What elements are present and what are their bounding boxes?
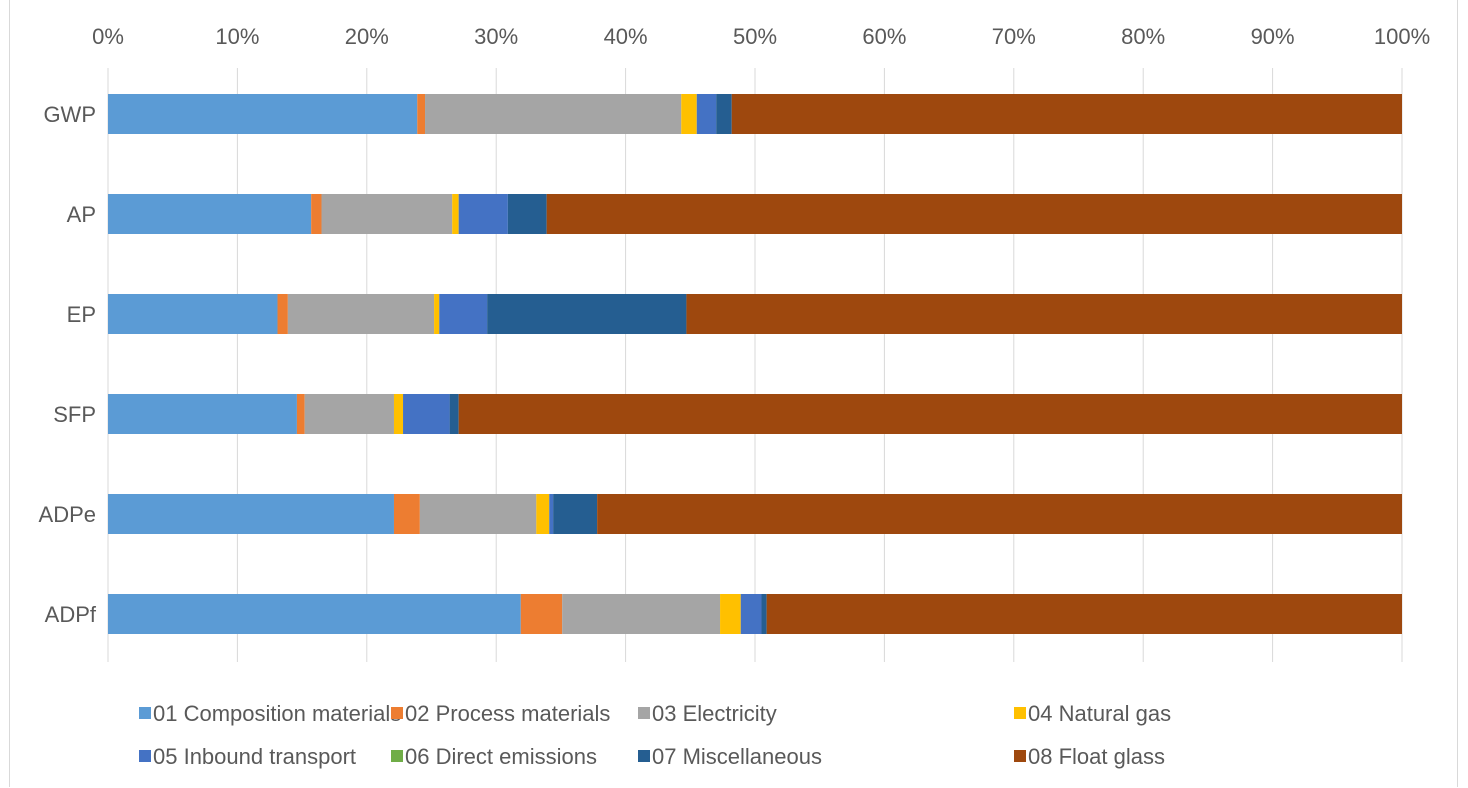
bar-sfp-series-4 xyxy=(393,394,404,434)
bar-ep-series-7 xyxy=(487,294,687,334)
gridlines xyxy=(107,68,1403,662)
x-tick-label: 70% xyxy=(992,24,1036,49)
bar-adpe-series-1 xyxy=(108,494,394,534)
bar-gwp-series-8 xyxy=(731,94,1402,134)
bar-sfp-series-1 xyxy=(108,394,297,434)
legend-swatch xyxy=(391,707,403,719)
bar-ep-series-5 xyxy=(439,294,488,334)
y-category-label: EP xyxy=(67,302,96,327)
bar-gwp-series-7 xyxy=(716,94,732,134)
legend-swatch xyxy=(139,707,151,719)
bar-ep-series-2 xyxy=(277,294,288,334)
legend-swatch xyxy=(638,707,650,719)
x-axis-ticks: 0% 10% 20% 30% 40% 50% 60% 70% 80% 90% 100% xyxy=(92,24,1430,49)
bar-ap-series-5 xyxy=(458,194,508,234)
bar-sfp-series-2 xyxy=(296,394,305,434)
bar-adpe-series-8 xyxy=(597,494,1402,534)
bar-adpf-series-4 xyxy=(720,594,741,634)
x-tick-label: 100% xyxy=(1374,24,1430,49)
legend-label: 05 Inbound transport xyxy=(153,744,356,769)
x-tick-label: 40% xyxy=(604,24,648,49)
bar-ap-series-8 xyxy=(546,194,1402,234)
bar-gwp-series-5 xyxy=(696,94,717,134)
legend-label: 08 Float glass xyxy=(1028,744,1165,769)
bar-sfp-series-5 xyxy=(403,394,450,434)
bar-adpf-series-7 xyxy=(761,594,767,634)
y-category-label: SFP xyxy=(53,402,96,427)
bar-gwp-series-2 xyxy=(417,94,426,134)
x-tick-label: 90% xyxy=(1251,24,1295,49)
x-tick-label: 0% xyxy=(92,24,124,49)
bar-ep-series-1 xyxy=(108,294,278,334)
bar-ap-series-3 xyxy=(321,194,453,234)
legend-swatch xyxy=(1014,707,1026,719)
bar-adpf-series-2 xyxy=(520,594,563,634)
x-tick-label: 80% xyxy=(1121,24,1165,49)
bar-ep-series-8 xyxy=(686,294,1402,334)
legend-label: 04 Natural gas xyxy=(1028,701,1171,726)
bar-sfp-series-3 xyxy=(304,394,394,434)
bar-adpe-series-5 xyxy=(549,494,554,534)
legend: 01 Composition materials 02 Process mater… xyxy=(139,701,1171,769)
bar-sfp-series-8 xyxy=(458,394,1402,434)
bars xyxy=(108,94,1402,634)
y-category-label: AP xyxy=(67,202,96,227)
x-tick-label: 20% xyxy=(345,24,389,49)
y-category-label: GWP xyxy=(43,102,96,127)
bar-gwp-series-1 xyxy=(108,94,418,134)
stacked-bar-chart: 0% 10% 20% 30% 40% 50% 60% 70% 80% 90% 100% GWP AP E… xyxy=(39,24,1431,769)
legend-swatch xyxy=(638,750,650,762)
chart-frame: 0% 10% 20% 30% 40% 50% 60% 70% 80% 90% 100% GWP AP E… xyxy=(9,0,1458,787)
bar-adpf-series-1 xyxy=(108,594,521,634)
bar-gwp-series-3 xyxy=(425,94,682,134)
bar-ap-series-1 xyxy=(108,194,312,234)
bar-adpf-series-5 xyxy=(740,594,762,634)
y-axis-categories: GWP AP EP SFP ADPe ADPf xyxy=(39,102,97,627)
bar-adpf-series-8 xyxy=(766,594,1402,634)
legend-label: 07 Miscellaneous xyxy=(652,744,822,769)
legend-label: 03 Electricity xyxy=(652,701,777,726)
x-tick-label: 60% xyxy=(862,24,906,49)
legend-label: 02 Process materials xyxy=(405,701,610,726)
legend-label: 06 Direct emissions xyxy=(405,744,597,769)
bar-adpf-series-3 xyxy=(562,594,721,634)
x-tick-label: 10% xyxy=(215,24,259,49)
bar-sfp-series-7 xyxy=(449,394,459,434)
bar-adpe-series-7 xyxy=(553,494,598,534)
bar-ap-series-2 xyxy=(311,194,322,234)
bar-ap-series-4 xyxy=(452,194,459,234)
bar-adpe-series-2 xyxy=(393,494,420,534)
legend-swatch xyxy=(1014,750,1026,762)
bar-adpe-series-3 xyxy=(419,494,537,534)
legend-swatch xyxy=(391,750,403,762)
bar-ep-series-3 xyxy=(287,294,435,334)
y-category-label: ADPf xyxy=(45,602,97,627)
bar-ap-series-7 xyxy=(507,194,547,234)
x-tick-label: 30% xyxy=(474,24,518,49)
y-category-label: ADPe xyxy=(39,502,96,527)
bar-ep-series-4 xyxy=(434,294,440,334)
x-tick-label: 50% xyxy=(733,24,777,49)
bar-adpe-series-4 xyxy=(536,494,550,534)
legend-label: 01 Composition materials xyxy=(153,701,401,726)
bar-gwp-series-4 xyxy=(681,94,697,134)
legend-swatch xyxy=(139,750,151,762)
